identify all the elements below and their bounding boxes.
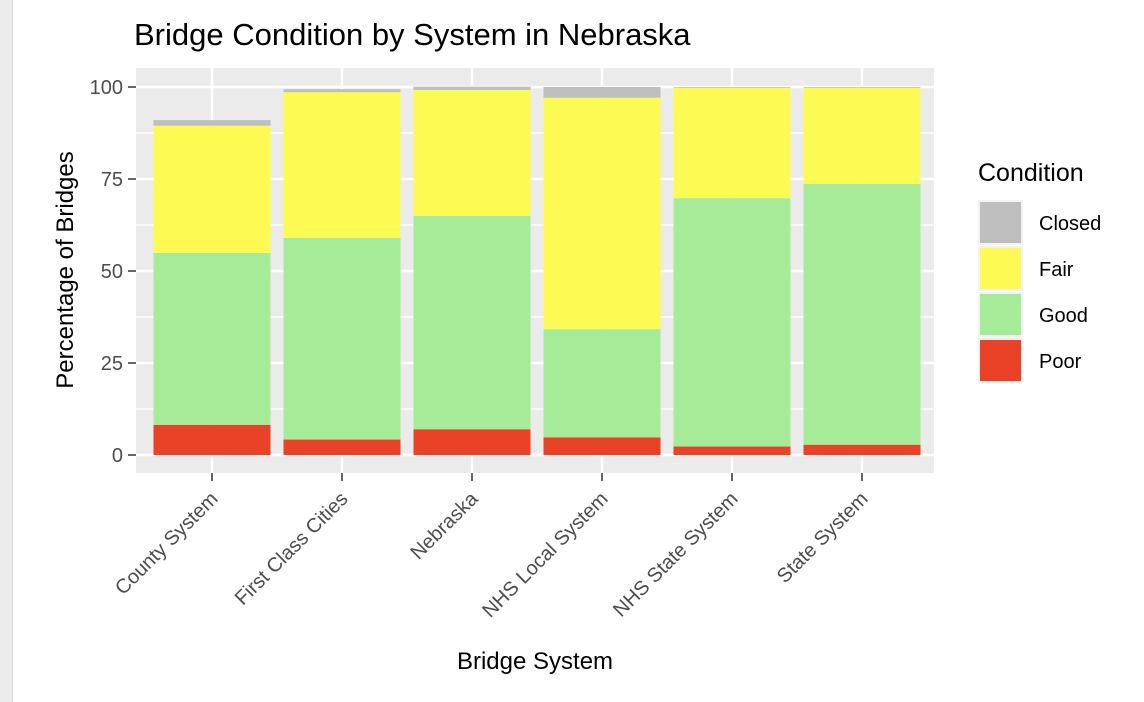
x-tick-label-nebraska: Nebraska [406,487,483,564]
bar-segment-poor-state-system [803,444,921,455]
y-tick-label: 0 [112,445,123,467]
window-edge [0,0,13,702]
bar-segment-fair-first-class-cities [283,92,401,238]
bar-segment-fair-nhs-local-system [543,97,661,330]
legend-swatch-fair [980,248,1021,289]
x-tick-label-nhs-local-system: NHS Local System [478,488,612,622]
bar-segment-poor-first-class-cities [283,439,401,455]
y-tick-label: 50 [101,261,123,283]
x-tick-label-nhs-state-system: NHS State System [609,488,742,621]
x-axis: County System First Class Cities NebraskaN… [111,473,873,622]
bar-segment-fair-nhs-state-system [673,87,791,199]
legend: Condition Closed Fair Good Poor [978,159,1101,383]
legend-swatch-closed [980,202,1021,243]
bar-segment-poor-nhs-local-system [543,437,661,455]
bar-segment-poor-nebraska [413,429,531,455]
bar-segment-good-first-class-cities [283,237,401,440]
x-tick-label-first-class-cities: First Class Cities [231,488,353,610]
x-axis-title: Bridge System [457,648,613,675]
legend-label-fair: Fair [1039,259,1074,281]
y-tick-label: 25 [101,353,123,375]
bar-segment-good-nhs-state-system [673,198,791,447]
y-axis-title: Percentage of Bridges [52,151,79,388]
y-axis: 0 25 50 75 100 [90,77,136,467]
legend-swatch-poor [980,340,1021,381]
x-tick-label-state-system: State System [773,488,873,588]
bar-segment-good-state-system [803,183,921,445]
y-tick-label: 100 [90,77,123,99]
bar-segment-good-nebraska [413,215,531,430]
x-tick-label-county-system: County System [111,488,222,599]
legend-swatch-good [980,294,1021,335]
bar-segment-closed-nhs-local-system [543,87,661,98]
bar-segment-poor-county-system [153,424,271,455]
bar-segment-fair-county-system [153,125,271,253]
bar-segment-fair-state-system [803,87,921,184]
bar-segment-good-county-system [153,252,271,425]
bar-segment-closed-first-class-cities [283,89,401,93]
bar-segment-good-nhs-local-system [543,329,661,438]
chart-title: Bridge Condition by System in Nebraska [134,17,691,52]
bar-segment-closed-county-system [153,120,271,126]
bar-segment-poor-nhs-state-system [673,446,791,455]
legend-label-poor: Poor [1039,351,1082,373]
bar-segment-closed-nhs-state-system [673,87,791,88]
bar-segment-fair-nebraska [413,89,531,216]
legend-label-closed: Closed [1039,213,1101,235]
bars [153,86,921,455]
bar-segment-closed-nebraska [413,86,531,90]
bar-segment-closed-state-system [803,87,921,88]
legend-title: Condition [978,159,1084,187]
y-tick-label: 75 [101,169,123,191]
legend-label-good: Good [1039,305,1088,327]
